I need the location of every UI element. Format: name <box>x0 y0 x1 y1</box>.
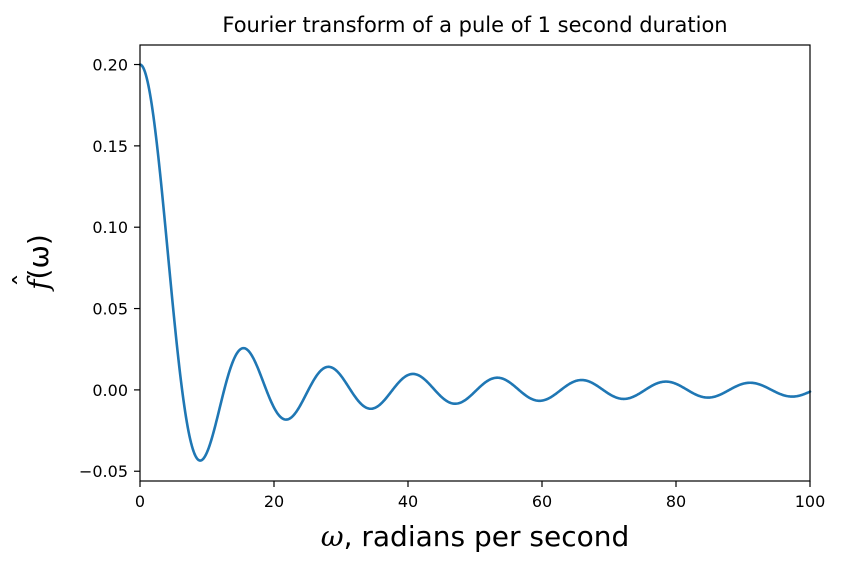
x-axis-label: ω, radians per second <box>321 520 630 553</box>
y-tick-label: 0.20 <box>92 56 128 75</box>
y-axis-label: f(ω) ˆ <box>8 234 55 292</box>
y-axis-label-hat: ˆ <box>8 273 41 287</box>
svg-text:f(ω): f(ω) <box>22 234 55 292</box>
y-tick-label: −0.05 <box>79 462 128 481</box>
y-axis-label-arg: (ω) <box>22 234 55 279</box>
x-axis-label-symbol: ω <box>321 520 344 553</box>
x-axis-label-text: , radians per second <box>344 520 630 553</box>
y-tick-label: 0.00 <box>92 381 128 400</box>
y-tick-label: 0.05 <box>92 300 128 319</box>
axes-frame <box>139 44 811 482</box>
y-tick-label: 0.10 <box>92 218 128 237</box>
x-tick-label: 100 <box>795 492 826 511</box>
plot-area <box>138 44 812 482</box>
chart-title: Fourier transform of a pule of 1 second … <box>222 13 727 37</box>
x-axis-ticks: 0 20 40 60 80 100 <box>135 481 825 511</box>
x-tick-label: 20 <box>264 492 284 511</box>
x-tick-label: 60 <box>532 492 552 511</box>
x-tick-label: 0 <box>135 492 145 511</box>
x-tick-label: 40 <box>398 492 418 511</box>
series-line <box>138 63 812 462</box>
x-tick-label: 80 <box>666 492 686 511</box>
y-tick-label: 0.15 <box>92 137 128 156</box>
y-axis-ticks: −0.05 0.00 0.05 0.10 0.15 0.20 <box>79 56 140 481</box>
